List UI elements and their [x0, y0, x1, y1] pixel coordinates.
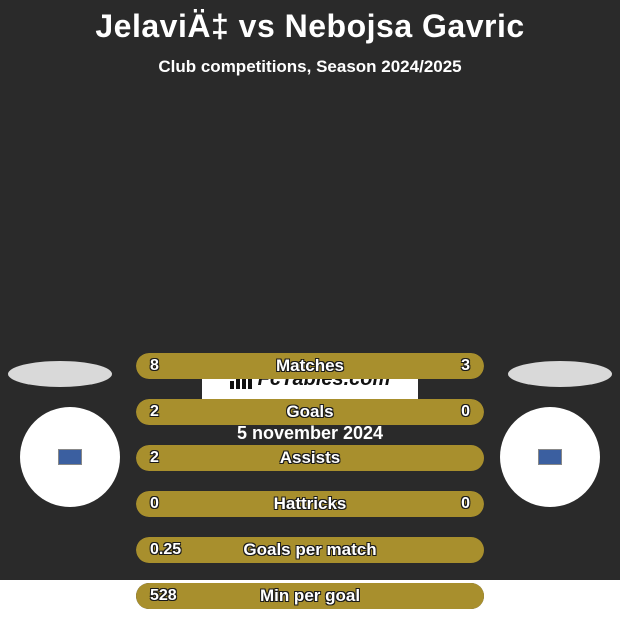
stat-row: Min per goal528 — [136, 583, 484, 609]
page-title: JelaviÄ‡ vs Nebojsa Gavric — [0, 8, 620, 45]
bar-left — [136, 353, 376, 379]
comparison-card: JelaviÄ‡ vs Nebojsa Gavric Club competit… — [0, 0, 620, 580]
bar-left — [136, 583, 484, 609]
bar-left — [136, 491, 286, 517]
stat-row: Goals20 — [136, 399, 484, 425]
player-right-shadow — [508, 361, 612, 387]
player-left-shadow — [8, 361, 112, 387]
bar-right — [286, 491, 484, 517]
subtitle: Club competitions, Season 2024/2025 — [0, 57, 620, 77]
player-right-avatar — [500, 407, 600, 507]
player-left-avatar — [20, 407, 120, 507]
flag-icon — [58, 449, 82, 465]
stat-bars: Matches83 Goals20 Assists2 Hattricks00 Goals… — [136, 353, 484, 629]
stat-row: Goals per match0.25 — [136, 537, 484, 563]
bar-right — [376, 353, 484, 379]
stat-row: Assists2 — [136, 445, 484, 471]
flag-icon — [538, 449, 562, 465]
stat-row: Matches83 — [136, 353, 484, 379]
bar-left — [136, 399, 404, 425]
bar-left — [136, 445, 484, 471]
stat-row: Hattricks00 — [136, 491, 484, 517]
bar-right — [404, 399, 484, 425]
bar-left — [136, 537, 484, 563]
stage: Matches83Goals20Assists2Hattricks00Goals… — [0, 353, 620, 444]
